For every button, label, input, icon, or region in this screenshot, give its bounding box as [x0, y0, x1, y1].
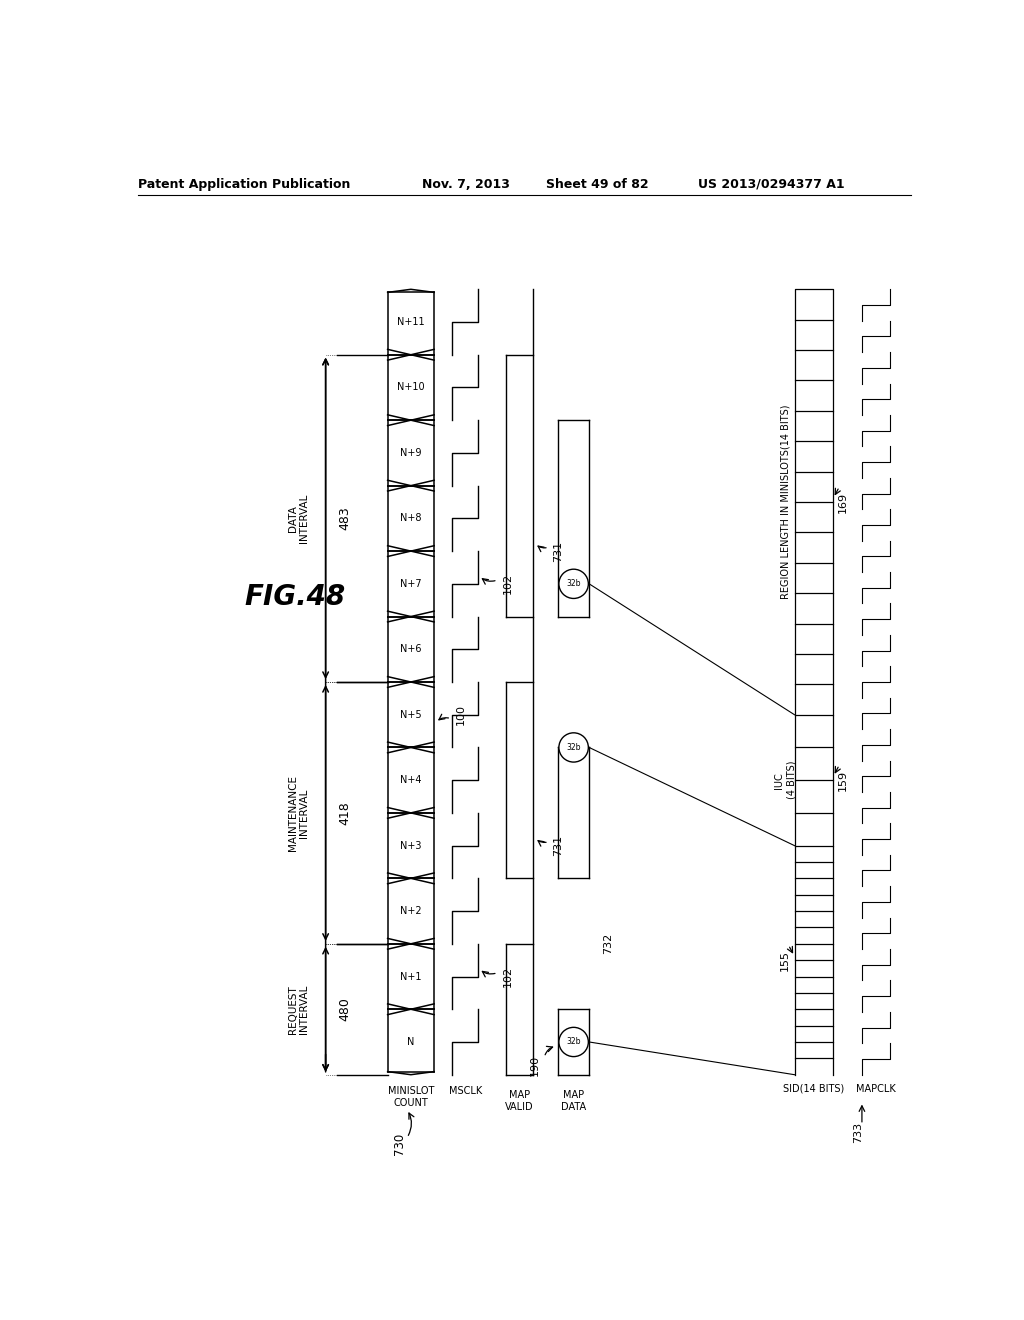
Text: 731: 731	[553, 836, 563, 857]
Text: 418: 418	[339, 801, 351, 825]
Text: MSCLK: MSCLK	[449, 1086, 481, 1096]
Text: 732: 732	[603, 933, 613, 954]
Circle shape	[559, 733, 589, 762]
Text: 100: 100	[457, 705, 466, 725]
Text: 730: 730	[393, 1133, 406, 1155]
Text: N+5: N+5	[400, 710, 422, 719]
Text: 731: 731	[553, 540, 563, 562]
Text: FIG.48: FIG.48	[245, 583, 345, 611]
Text: MAPCLK: MAPCLK	[856, 1084, 896, 1094]
Text: N: N	[408, 1038, 415, 1047]
Text: N+9: N+9	[400, 447, 422, 458]
Text: IUC
(4 BITS): IUC (4 BITS)	[774, 760, 796, 800]
Text: N+3: N+3	[400, 841, 422, 850]
Text: REQUEST
INTERVAL: REQUEST INTERVAL	[288, 985, 309, 1034]
Text: DATA
INTERVAL: DATA INTERVAL	[288, 494, 309, 543]
Text: Patent Application Publication: Patent Application Publication	[138, 178, 350, 190]
Text: 32b: 32b	[566, 579, 581, 589]
Text: N+6: N+6	[400, 644, 422, 655]
Text: N+8: N+8	[400, 513, 422, 523]
Text: 733: 733	[853, 1122, 863, 1143]
Text: 102: 102	[503, 573, 513, 594]
Circle shape	[559, 569, 589, 598]
Text: 102: 102	[503, 966, 513, 987]
Text: 32b: 32b	[566, 1038, 581, 1047]
Text: 480: 480	[339, 998, 351, 1022]
Text: MINISLOT
COUNT: MINISLOT COUNT	[388, 1086, 434, 1107]
Circle shape	[559, 1027, 589, 1056]
Text: 32b: 32b	[566, 743, 581, 752]
Text: Sheet 49 of 82: Sheet 49 of 82	[547, 178, 649, 190]
Text: 190: 190	[529, 1055, 540, 1076]
Text: N+4: N+4	[400, 775, 422, 785]
Text: MAP
VALID: MAP VALID	[505, 1090, 534, 1111]
Text: 169: 169	[838, 491, 848, 512]
Text: SID(14 BITS): SID(14 BITS)	[783, 1084, 845, 1094]
Text: Nov. 7, 2013: Nov. 7, 2013	[423, 178, 510, 190]
Text: N+10: N+10	[397, 383, 425, 392]
Text: N+1: N+1	[400, 972, 422, 982]
Text: MAP
DATA: MAP DATA	[561, 1090, 586, 1111]
Text: 159: 159	[838, 770, 848, 791]
Text: REGION LENGTH IN MINISLOTS(14 BITS): REGION LENGTH IN MINISLOTS(14 BITS)	[780, 405, 791, 599]
Text: US 2013/0294377 A1: US 2013/0294377 A1	[697, 178, 844, 190]
Text: N+7: N+7	[400, 579, 422, 589]
Text: N+2: N+2	[400, 906, 422, 916]
Text: 483: 483	[339, 507, 351, 531]
Text: 155: 155	[780, 949, 791, 970]
Text: MAINTENANCE
INTERVAL: MAINTENANCE INTERVAL	[288, 775, 309, 851]
Text: N+11: N+11	[397, 317, 425, 327]
